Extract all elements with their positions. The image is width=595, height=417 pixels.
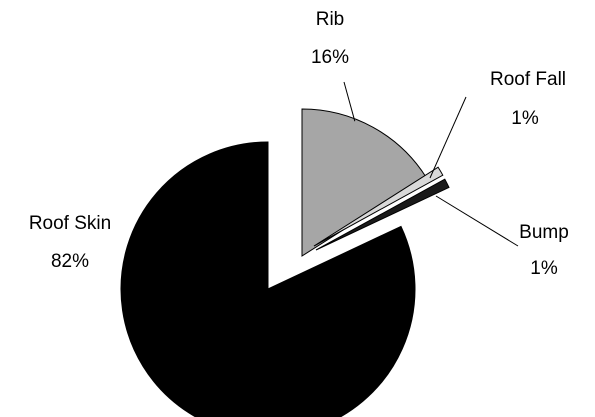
label-roof-fall: Roof Fall 1% <box>490 69 566 129</box>
slice-roof-skin <box>120 141 416 417</box>
leader-rib <box>343 81 356 122</box>
label-roof-skin: Roof Skin 82% <box>29 213 111 272</box>
label-roof-skin-value: 82% <box>51 251 89 272</box>
label-roof-fall-value: 1% <box>511 108 539 129</box>
leader-roof-fall <box>429 96 467 179</box>
label-bump-name: Bump <box>519 222 569 243</box>
leader-lines <box>343 81 519 247</box>
label-roof-skin-name: Roof Skin <box>29 213 111 234</box>
label-bump-value: 1% <box>530 258 558 279</box>
label-rib-value: 16% <box>311 47 349 68</box>
label-roof-fall-name: Roof Fall <box>490 69 566 90</box>
slice-roof-fall <box>313 166 444 247</box>
slice-rib <box>301 108 427 257</box>
label-rib: Rib 16% <box>311 9 349 68</box>
pie-slices <box>120 108 450 417</box>
leader-bump <box>435 195 519 247</box>
label-rib-name: Rib <box>316 9 345 30</box>
slice-bump <box>315 178 450 251</box>
label-bump: Bump 1% <box>519 222 569 279</box>
